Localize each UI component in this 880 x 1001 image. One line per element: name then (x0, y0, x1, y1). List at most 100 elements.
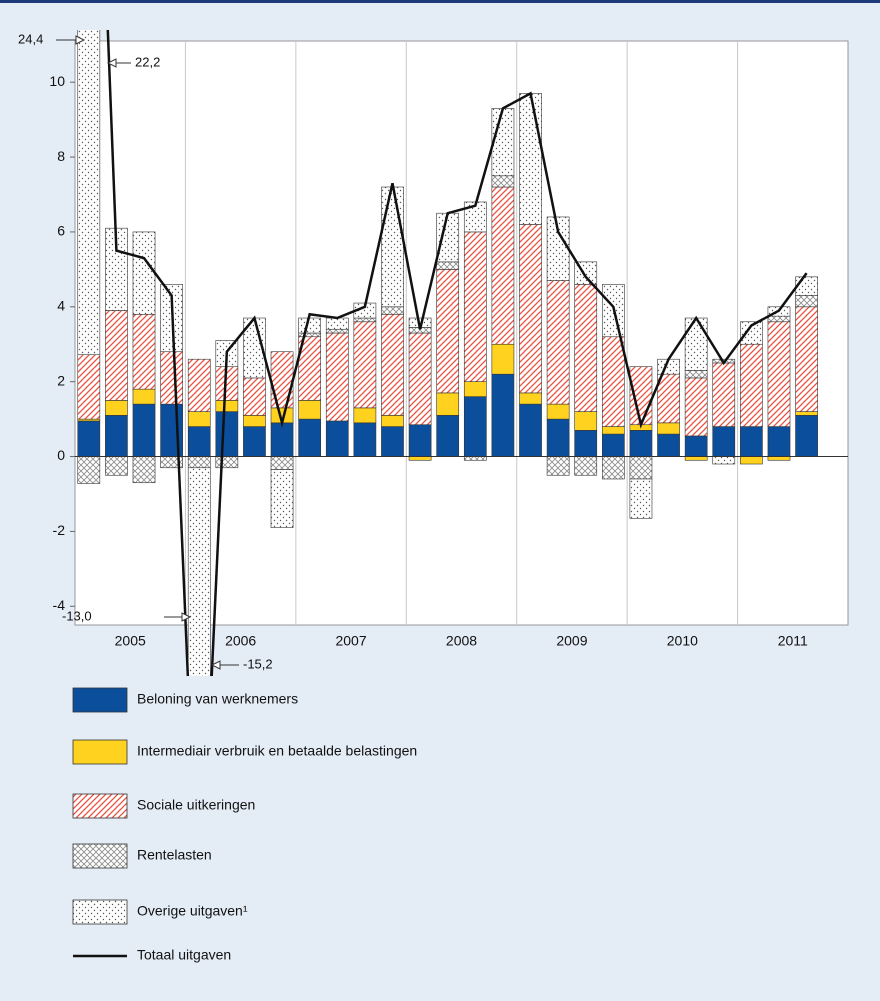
bar-segment (187, 467, 211, 676)
bar-segment (546, 418, 570, 457)
bar-segment (243, 415, 266, 427)
bar-segment (519, 93, 542, 225)
bar-segment (408, 424, 432, 457)
bar-segment (325, 317, 349, 330)
bar-segment (105, 400, 128, 416)
bar-segment (436, 269, 460, 394)
bar-segment (270, 422, 294, 457)
bar-segment (491, 108, 515, 177)
bar-segment (740, 456, 763, 465)
bar-segment (187, 456, 211, 469)
bar-segment (601, 433, 625, 457)
bar-segment (629, 456, 653, 480)
bar-segment (298, 317, 322, 334)
bar-segment (684, 370, 708, 379)
bar-segment (298, 418, 322, 457)
bar-segment (546, 280, 570, 405)
top-border (0, 0, 880, 3)
x-tick-label: 2007 (335, 633, 366, 649)
bar-segment (795, 415, 818, 457)
bar-segment (381, 306, 404, 315)
bar-segment (77, 30, 101, 356)
bar-segment (574, 430, 598, 457)
legend-swatch (72, 687, 128, 713)
bar-segment (243, 377, 266, 416)
bar-segment (77, 420, 101, 457)
bar-segment (795, 276, 818, 296)
bar-segment (132, 231, 156, 315)
bar-segment (795, 306, 818, 412)
bar-segment (712, 426, 736, 457)
bar-segment (298, 400, 322, 420)
arrow-head (210, 660, 221, 670)
total-line (106, 30, 808, 676)
x-tick-label: 2009 (556, 633, 587, 649)
bar-segment (491, 343, 515, 375)
bar-segment (519, 403, 542, 457)
bar-segment (77, 354, 101, 420)
bar-segment (684, 377, 708, 437)
legend-swatch (72, 793, 128, 819)
bar-segment (546, 456, 570, 476)
bar-segment (270, 351, 294, 409)
bar-segment (463, 231, 487, 382)
bar-segment (436, 415, 460, 457)
bar-segment (629, 430, 653, 457)
y-tick-label: 0 (57, 447, 65, 463)
bar-segment (325, 420, 349, 457)
bar-segment (519, 392, 542, 405)
bar-segment (795, 295, 818, 308)
bar-segment (187, 358, 211, 412)
y-tick-label: 6 (57, 223, 65, 239)
annotation: 22,2 (135, 54, 160, 69)
bar-segment (381, 426, 404, 457)
bar-segment (574, 456, 598, 476)
x-tick-label: 2008 (446, 633, 477, 649)
y-tick-label: 4 (57, 297, 65, 313)
annotation: 24,4 (18, 31, 43, 46)
bar-segment (740, 343, 763, 427)
y-tick-label: 2 (57, 372, 65, 388)
bar-segment (187, 411, 211, 427)
bar-segment (740, 321, 763, 345)
bar-segment (353, 422, 377, 457)
bar-segment (436, 392, 460, 416)
arrow-head (75, 35, 86, 45)
bar-segment (353, 321, 377, 409)
bar-segment (574, 284, 598, 412)
bar-segment (740, 426, 763, 457)
legend-label: Sociale uitkeringen (137, 797, 255, 813)
arrow-head (106, 58, 117, 68)
legend-swatch (72, 899, 128, 925)
bar-segment (684, 435, 708, 457)
bar-segment (353, 317, 377, 323)
bar-segment (105, 415, 128, 457)
bar-segment (381, 186, 404, 308)
bar-segment (132, 313, 156, 390)
bar-segment (187, 426, 211, 457)
bar-segment (105, 456, 128, 476)
bar-segment (795, 411, 818, 416)
bar-segment (215, 400, 239, 412)
bar-segment (519, 224, 542, 394)
bar-segment (712, 362, 736, 427)
bar-segment (657, 373, 680, 424)
x-tick-label: 2006 (225, 633, 256, 649)
bar-segment (657, 433, 680, 457)
y-tick-label: 8 (57, 148, 65, 164)
y-tick-label: 10 (49, 73, 65, 89)
bar-segment (463, 396, 487, 457)
bar-segment (77, 456, 101, 484)
annotation: -13,0 (62, 608, 92, 623)
bar-segment (657, 422, 680, 435)
bar-segment (436, 261, 460, 270)
bar-segment (408, 332, 432, 426)
x-tick-label: 2010 (667, 633, 698, 649)
bar-segment (491, 186, 515, 345)
bar-segment (270, 456, 294, 470)
bar-segment (767, 315, 791, 323)
legend-label: Overige uitgaven¹ (137, 903, 248, 919)
bar-segment (353, 407, 377, 424)
bar-segment (767, 456, 791, 461)
x-tick-label: 2011 (778, 633, 808, 649)
